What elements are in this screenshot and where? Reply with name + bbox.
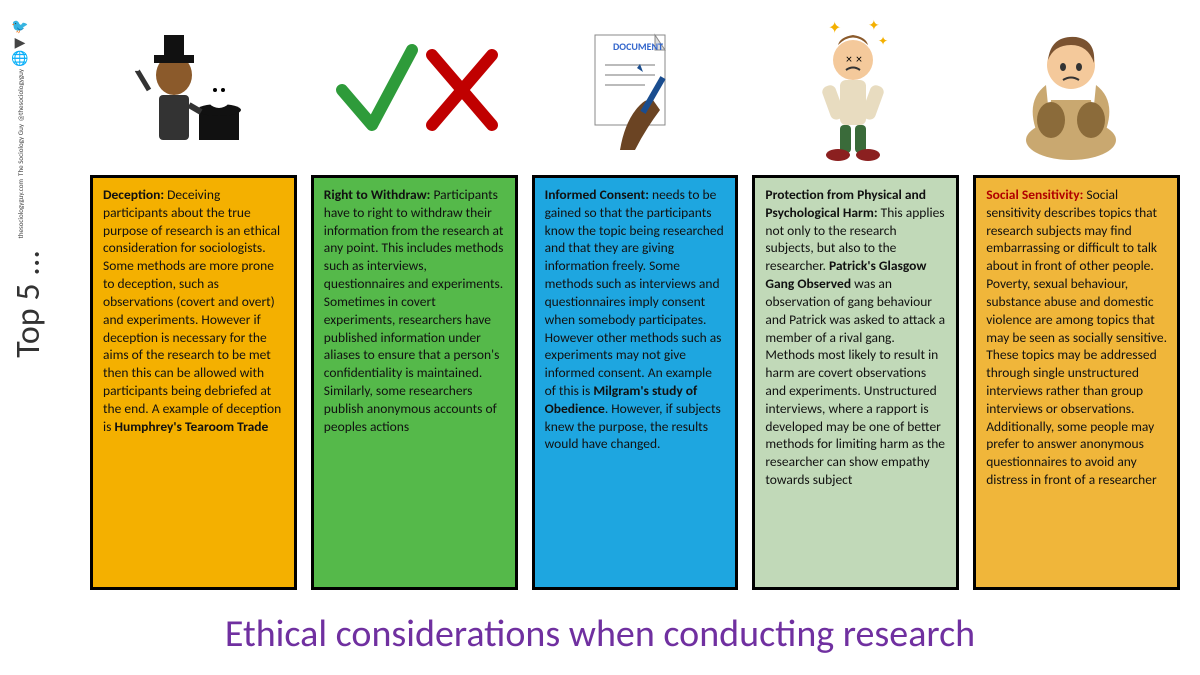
globe-icon: 🌐: [11, 52, 28, 66]
dizzy-person-icon: × × ✦ ✦ ✦: [753, 15, 953, 165]
svg-text:✦: ✦: [878, 35, 888, 49]
brand-handle: @thesociologyguy: [16, 69, 25, 121]
card-body-pre: Participants have to right to withdraw t…: [324, 186, 504, 435]
card-deception: Deception: Deceiving participants about …: [90, 175, 297, 590]
youtube-icon: ▶: [15, 36, 26, 50]
card-informed-consent: Informed Consent: needs to be gained so …: [532, 175, 739, 590]
images-row: DOCUMENT × × ✦ ✦ ✦: [90, 10, 1180, 170]
brand-name: The Sociology Guy: [16, 124, 25, 176]
card-body-pre: needs to be gained so that the participa…: [545, 186, 724, 399]
card-body-bold: Humphrey's Tearoom Trade: [114, 418, 268, 435]
brand-block: 🐦 ▶ 🌐 @thesociologyguy The Sociology Guy…: [6, 20, 34, 239]
card-body-post: was an observation of gang behaviour and…: [765, 275, 945, 488]
svg-text:×: ×: [856, 53, 862, 67]
twitter-icon: 🐦: [11, 20, 28, 34]
svg-text:✦: ✦: [828, 19, 841, 38]
cards-row: Deception: Deceiving participants about …: [90, 175, 1180, 590]
check-cross-icons: [317, 15, 517, 165]
footer-title: Ethical considerations when conducting r…: [0, 611, 1200, 657]
document-hand-icon: DOCUMENT: [535, 15, 735, 165]
card-social-sensitivity: Social Sensitivity: Social sensitivity d…: [973, 175, 1180, 590]
svg-text:✦: ✦: [868, 17, 880, 34]
card-title: Deception:: [103, 186, 164, 203]
card-title: Informed Consent:: [545, 186, 649, 203]
card-title: Social Sensitivity:: [986, 186, 1083, 203]
card-body-pre: Social sensitivity describes topics that…: [986, 186, 1167, 488]
card-body-pre: Deceiving participants about the true pu…: [103, 186, 281, 435]
svg-text:DOCUMENT: DOCUMENT: [613, 40, 663, 53]
brand-icons: 🐦 ▶ 🌐: [11, 20, 28, 66]
card-title: Right to Withdraw:: [324, 186, 431, 203]
card-right-to-withdraw: Right to Withdraw: Participants have to …: [311, 175, 518, 590]
sidebar-label: Top 5 ...: [8, 250, 49, 358]
sad-person-icon: [971, 15, 1171, 165]
brand-site: thesociologyguy.com: [16, 179, 25, 239]
card-protection-harm: Protection from Physical and Psychologic…: [752, 175, 959, 590]
svg-text:×: ×: [846, 53, 852, 67]
magician-rabbit-icon: [99, 15, 299, 165]
